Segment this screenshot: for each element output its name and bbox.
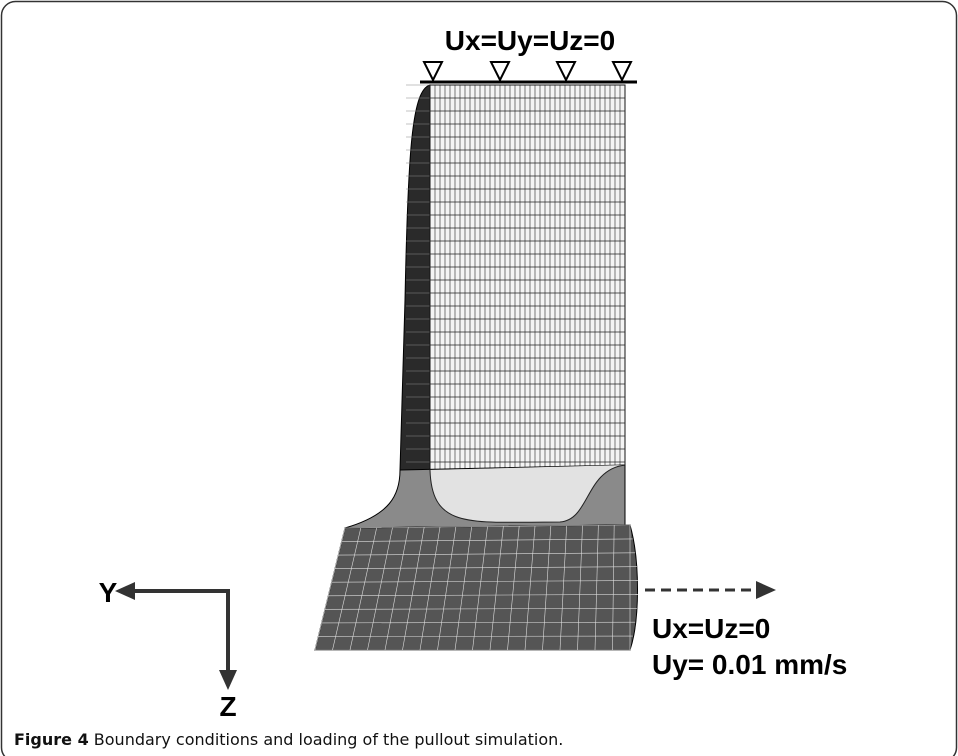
side-mesh [406, 84, 430, 463]
mesh-line [594, 525, 599, 651]
mesh-line [341, 538, 633, 542]
mesh-line [542, 525, 552, 651]
mesh-line [437, 526, 457, 651]
plate-side [399, 84, 431, 471]
mesh-line [328, 594, 638, 597]
axes [130, 589, 230, 680]
support-triangle [489, 61, 511, 83]
mesh-line [332, 527, 362, 651]
mesh-line [344, 524, 631, 529]
caption-number: Figure 4 [14, 730, 89, 749]
axis-arrows [130, 589, 230, 680]
plate-mesh [429, 84, 626, 470]
mesh-line [324, 608, 637, 610]
mesh-line [489, 526, 504, 651]
axis-y-label: Y [99, 577, 118, 608]
mesh-line [577, 525, 583, 651]
mesh-line [331, 580, 638, 583]
mesh-line [349, 527, 377, 651]
mesh-line [507, 526, 520, 651]
fillet-face [429, 464, 626, 523]
support-triangle [555, 61, 577, 83]
axis-z-label: Z [219, 691, 236, 722]
mesh-line [338, 552, 636, 556]
arrowhead [219, 670, 237, 690]
mesh-line [559, 525, 567, 651]
mesh-line [367, 527, 393, 651]
arrowhead [115, 582, 135, 600]
load-label: Ux=Uz=0 [652, 613, 770, 644]
mesh-line [321, 621, 636, 624]
mesh-line [419, 526, 441, 651]
supports [422, 61, 633, 83]
load-label: Uy= 0.01 mm/s [652, 649, 847, 680]
caption-text: Boundary conditions and loading of the p… [88, 730, 564, 749]
arrowhead [756, 581, 776, 599]
mesh-line [524, 525, 536, 651]
block-mesh [314, 524, 638, 651]
caption: Figure 4 Boundary conditions and loading… [14, 730, 563, 749]
mesh-line [384, 527, 409, 651]
mesh-line [454, 526, 472, 651]
support-triangle [422, 61, 444, 83]
mesh-line [472, 526, 488, 651]
mesh-line [402, 527, 425, 651]
mesh-line [612, 525, 615, 651]
plate-face [429, 84, 626, 471]
support-triangle [611, 61, 633, 83]
mesh-line [334, 566, 637, 569]
mesh-line [314, 527, 346, 651]
fixed-label: Ux=Uy=Uz=0 [445, 25, 615, 56]
